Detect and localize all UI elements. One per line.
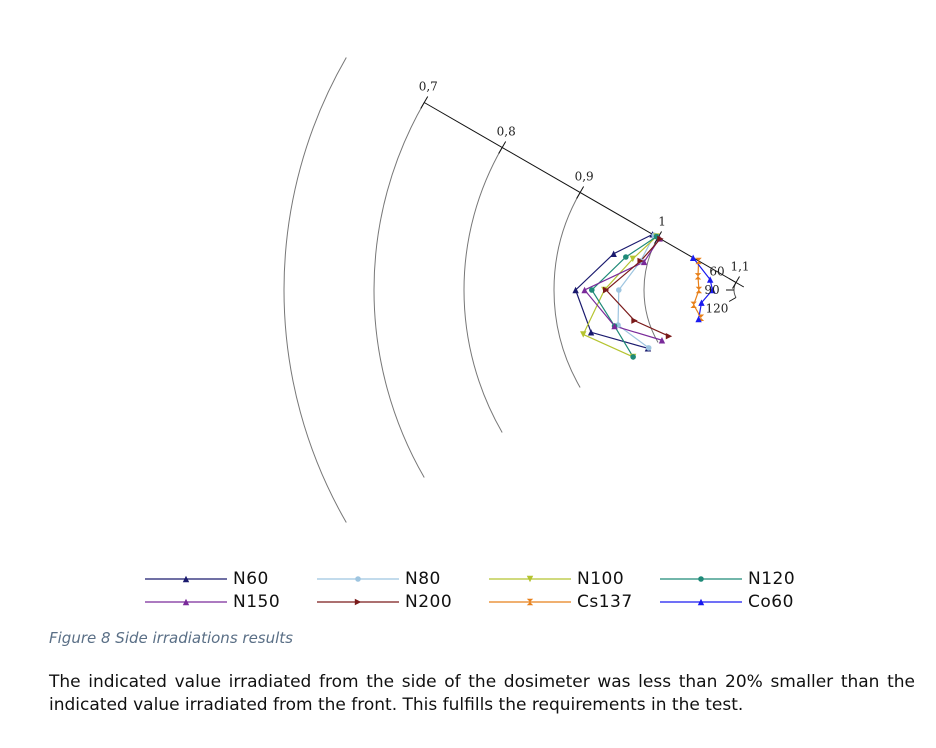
radial-tick-label: 0,7: [419, 80, 438, 94]
legend-marker: [698, 576, 704, 582]
radial-axis-line: [423, 102, 745, 288]
data-point-n80: [616, 287, 622, 293]
series-markers: [572, 231, 716, 361]
radial-tick: [498, 141, 507, 154]
grid-arc: [553, 192, 581, 388]
legend-swatch: [317, 598, 399, 606]
angle-tick: [728, 278, 737, 283]
grid-arc: [283, 57, 347, 523]
series-line-n200: [605, 238, 670, 337]
legend-marker: [182, 598, 190, 606]
legend-label: N80: [405, 569, 441, 589]
data-point-n200: [637, 257, 644, 265]
data-point-n150: [640, 258, 648, 266]
legend-label: Cs137: [577, 592, 633, 612]
data-point-n200: [603, 286, 610, 294]
data-point-n120: [630, 354, 636, 360]
radial-tick: [576, 186, 585, 199]
legend-label: N150: [233, 592, 281, 612]
legend-label: N100: [577, 569, 625, 589]
data-point-n100: [580, 331, 587, 338]
legend-label: N60: [233, 569, 269, 589]
data-point-n200: [657, 235, 664, 243]
legend-marker: [182, 575, 190, 583]
data-point-n60: [572, 286, 579, 294]
data-point-n200: [665, 333, 673, 340]
legend-item-co60: Co60: [660, 591, 794, 613]
body-paragraph: The indicated value irradiated from the …: [49, 672, 915, 715]
radial-tick-label: 0,8: [497, 125, 516, 139]
data-point-cs137: [690, 301, 697, 309]
legend-swatch: [145, 598, 227, 606]
data-point-co60: [709, 286, 716, 294]
legend-swatch: [660, 576, 742, 582]
data-point-n120: [589, 287, 595, 293]
legend-marker: [354, 598, 362, 606]
legend-item-cs137: Cs137: [489, 591, 633, 613]
grid-arc: [373, 102, 425, 478]
data-point-cs137: [697, 314, 705, 321]
data-point-n150: [581, 286, 588, 294]
series-line-cs137: [692, 260, 702, 319]
legend-marker: [355, 576, 361, 582]
legend-swatch: [660, 598, 742, 606]
data-point-co60: [695, 315, 702, 323]
data-point-n120: [623, 254, 629, 260]
legend-swatch: [145, 575, 227, 583]
data-point-n80: [645, 345, 652, 351]
angle-tick-label: 90: [704, 283, 719, 297]
polar-chart: 1,1 1 0,9 0,8 0,7 60 90 120: [283, 57, 750, 523]
data-point-co60: [689, 254, 697, 261]
data-point-cs137: [695, 286, 703, 294]
data-point-cs137: [694, 273, 702, 280]
legend-item-n200: N200: [317, 591, 452, 613]
legend-marker: [526, 598, 534, 606]
legend-item-n100: N100: [489, 568, 624, 590]
legend-marker: [697, 598, 705, 606]
grid-arc: [463, 147, 503, 433]
legend-label: N120: [748, 569, 796, 589]
data-point-n60: [587, 329, 595, 336]
radial-tick-label: 1,1: [730, 260, 749, 274]
angle-tick-label: 120: [706, 302, 729, 316]
legend-item-n60: N60: [145, 568, 269, 590]
legend-item-n120: N120: [660, 568, 795, 590]
data-point-n100: [629, 255, 636, 263]
legend-marker: [526, 575, 534, 583]
legend-item-n80: N80: [317, 568, 441, 590]
data-point-cs137: [695, 257, 702, 265]
angle-tick: [728, 297, 737, 302]
legend-swatch: [317, 576, 399, 582]
legend-label: Co60: [748, 592, 794, 612]
data-point-co60: [706, 276, 714, 283]
data-point-n150: [611, 322, 618, 330]
data-point-n60: [610, 250, 617, 257]
radial-tick: [420, 96, 429, 109]
angle-tick-label: 60: [709, 265, 724, 279]
legend-item-n150: N150: [145, 591, 280, 613]
radial-tick-label: 1: [658, 215, 666, 229]
data-point-co60: [698, 299, 705, 306]
grid-arc: [643, 237, 659, 343]
data-point-n200: [631, 317, 638, 324]
data-point-n150: [658, 337, 666, 344]
chart-grid: [283, 57, 737, 523]
figure-caption: Figure 8 Side irradiations results: [49, 629, 293, 647]
tick-labels: 1,1 1 0,9 0,8 0,7 60 90 120: [419, 80, 750, 316]
legend-label: N200: [405, 592, 453, 612]
radial-tick-label: 0,9: [575, 170, 594, 184]
radial-axis: [420, 96, 745, 302]
legend-swatch: [489, 575, 571, 583]
legend-swatch: [489, 598, 571, 606]
